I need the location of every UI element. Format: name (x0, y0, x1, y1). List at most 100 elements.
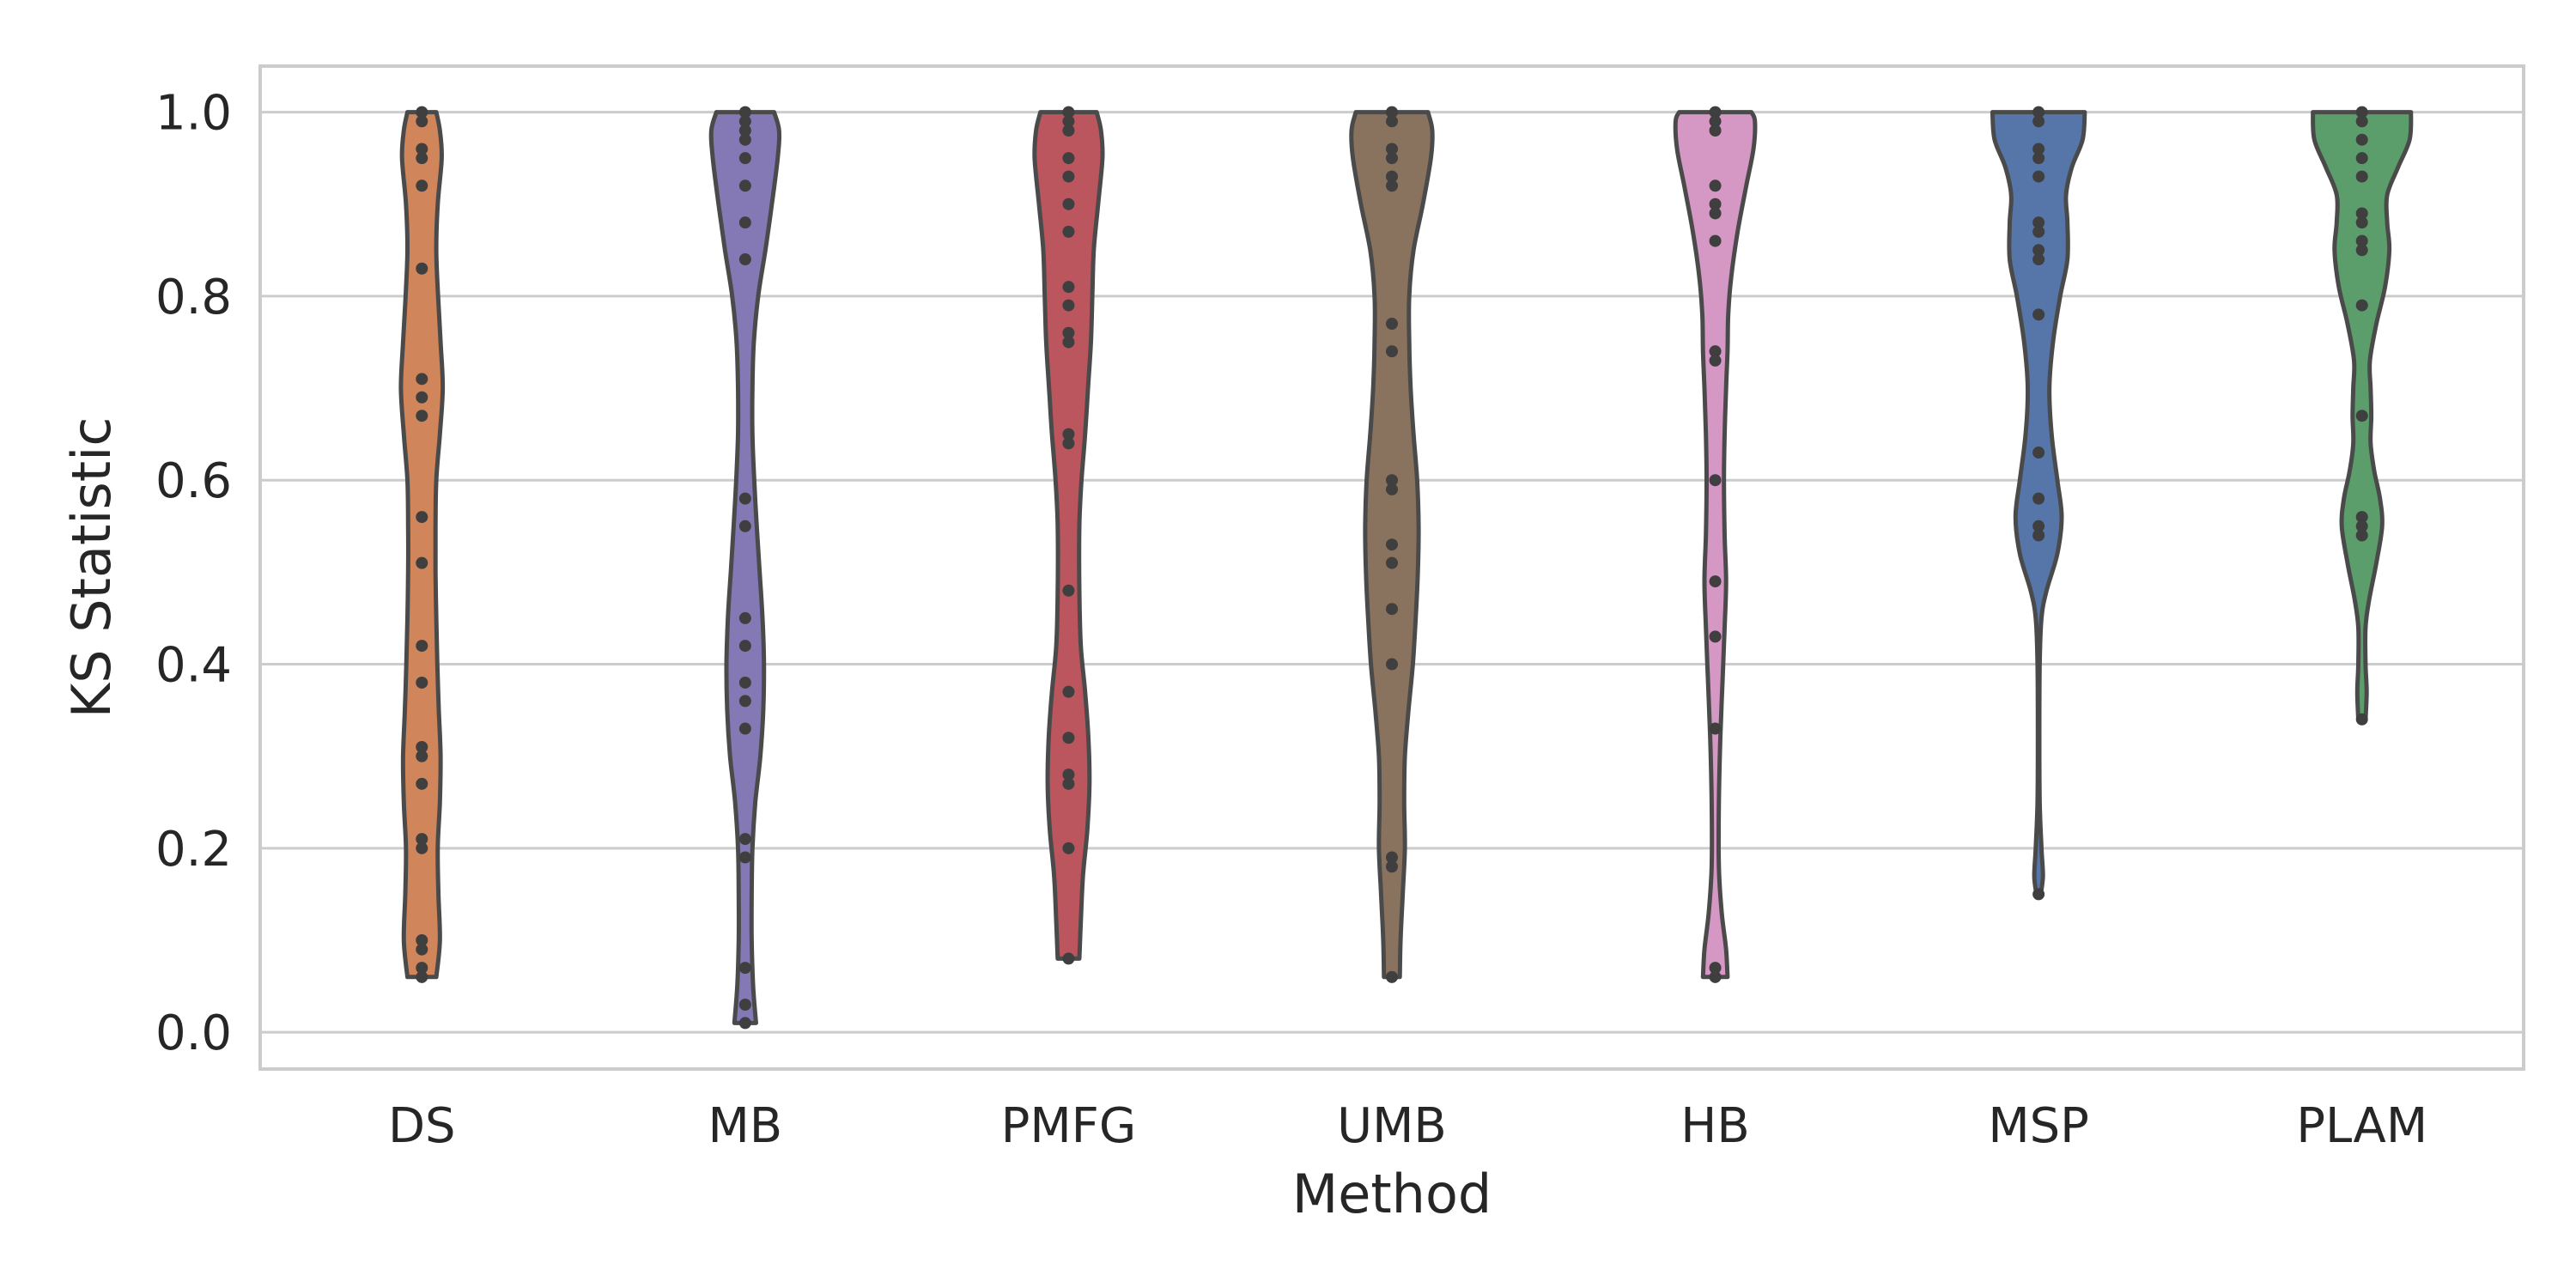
data-point (738, 722, 751, 735)
x-tick-label: HB (1680, 1098, 1750, 1154)
violin-ds (398, 110, 446, 980)
data-point (2032, 888, 2045, 901)
data-point (2032, 152, 2045, 165)
data-point (1709, 125, 1722, 137)
data-point (1062, 336, 1075, 349)
x-axis-label: Method (1292, 1163, 1492, 1225)
y-tick-label: 0.0 (155, 1005, 232, 1061)
y-tick-label: 1.0 (155, 86, 232, 142)
data-point (1709, 722, 1722, 735)
data-point (2032, 115, 2045, 128)
data-point (1062, 732, 1075, 744)
data-point (416, 410, 428, 422)
data-point (416, 106, 428, 118)
y-tick-label: 0.4 (155, 638, 232, 694)
data-point (738, 125, 751, 137)
data-point (738, 998, 751, 1011)
data-point (1062, 197, 1075, 210)
data-point (2032, 143, 2045, 155)
y-tick-label: 0.8 (155, 270, 232, 325)
data-point (1709, 207, 1722, 220)
data-point (1386, 345, 1398, 358)
data-point (416, 262, 428, 275)
data-point (1062, 428, 1075, 440)
data-point (1062, 281, 1075, 294)
data-point (416, 943, 428, 956)
x-tick-label: PLAM (2296, 1098, 2427, 1154)
data-point (1386, 860, 1398, 873)
data-point (738, 152, 751, 165)
data-point (1709, 179, 1722, 192)
data-point (1062, 106, 1075, 118)
data-point (416, 740, 428, 753)
data-point (416, 373, 428, 386)
data-point (1709, 345, 1722, 358)
y-tick-label: 0.2 (155, 822, 232, 878)
data-point (1709, 115, 1722, 128)
data-point (2032, 447, 2045, 459)
data-point (416, 391, 428, 404)
data-point (1386, 152, 1398, 165)
data-point (738, 676, 751, 689)
data-point (1062, 584, 1075, 597)
data-point (2032, 308, 2045, 321)
data-point (1386, 318, 1398, 331)
data-point (416, 676, 428, 689)
data-point (1062, 952, 1075, 965)
data-point (738, 492, 751, 505)
data-point (738, 611, 751, 624)
violin-mb (708, 110, 782, 1025)
data-point (738, 640, 751, 653)
data-point (416, 777, 428, 790)
data-point (1062, 777, 1075, 790)
data-point (1709, 197, 1722, 210)
y-tick-label: 0.6 (155, 453, 232, 509)
data-point (738, 106, 751, 118)
data-point (1062, 685, 1075, 698)
data-point (2355, 106, 2368, 118)
data-point (1709, 970, 1722, 983)
data-point (1386, 851, 1398, 864)
data-points (416, 106, 2368, 1030)
data-point (416, 750, 428, 762)
data-point (1386, 556, 1398, 569)
data-point (1062, 170, 1075, 183)
data-point (2355, 410, 2368, 422)
data-point (2355, 244, 2368, 257)
data-point (1386, 970, 1398, 983)
data-point (2032, 244, 2045, 257)
data-point (738, 179, 751, 192)
data-point (1062, 115, 1075, 128)
data-point (1709, 474, 1722, 487)
data-point (738, 833, 751, 846)
violin-pmfg (1032, 110, 1105, 961)
x-tick-label: UMB (1337, 1098, 1447, 1154)
data-point (1709, 234, 1722, 247)
data-point (416, 556, 428, 569)
data-point (2355, 170, 2368, 183)
data-point (1386, 179, 1398, 192)
data-point (416, 143, 428, 155)
data-point (416, 833, 428, 846)
data-point (1709, 106, 1722, 118)
data-point (416, 970, 428, 983)
data-point (1386, 538, 1398, 551)
data-point (1386, 474, 1398, 487)
x-tick-label: DS (388, 1098, 456, 1154)
violins (398, 110, 2414, 1025)
data-point (1062, 299, 1075, 312)
data-point (738, 851, 751, 864)
data-point (738, 216, 751, 229)
violin-hb (1673, 110, 1758, 980)
data-point (416, 962, 428, 975)
y-axis-label: KS Statistic (60, 417, 123, 719)
data-point (2355, 207, 2368, 220)
data-point (738, 133, 751, 146)
data-point (416, 152, 428, 165)
data-point (738, 1017, 751, 1030)
x-tick-label: MSP (1988, 1098, 2089, 1154)
data-point (738, 519, 751, 532)
data-point (1062, 125, 1075, 137)
data-point (738, 695, 751, 708)
data-point (738, 115, 751, 128)
